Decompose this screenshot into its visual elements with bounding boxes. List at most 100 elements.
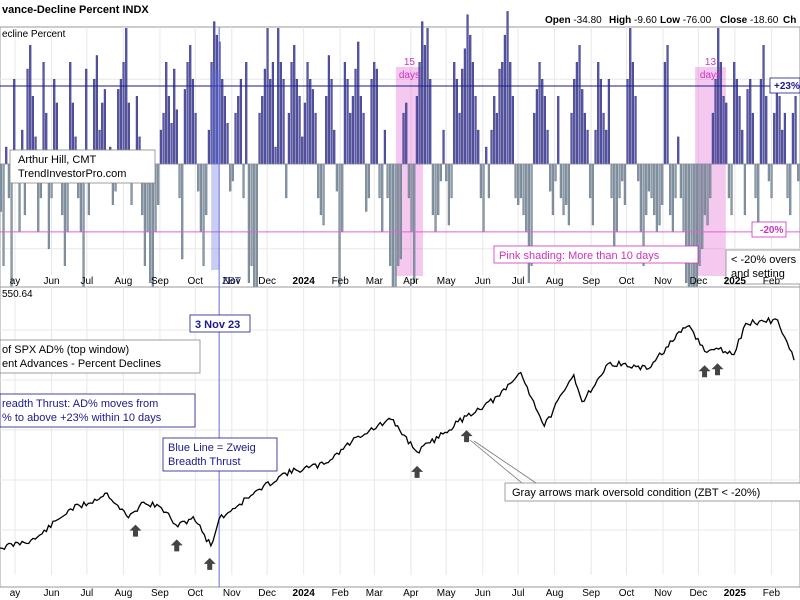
author-site: TrendInvestorPro.com (18, 168, 126, 180)
breadth-bar (389, 163, 392, 266)
breadth-bar (727, 163, 730, 199)
breadth-bar (386, 163, 389, 199)
price-x-tick: Jun (43, 588, 59, 599)
breadth-bar (370, 79, 373, 165)
price-x-tick: Aug (114, 588, 132, 599)
breadth-bar (383, 129, 386, 165)
breadth-bar (362, 112, 365, 165)
breadth-bar (426, 28, 429, 165)
breadth-bar (594, 129, 597, 165)
breadth-bar (759, 79, 762, 165)
breadth-bar (487, 163, 490, 199)
breadth-bar (717, 28, 720, 165)
breadth-bar (407, 163, 410, 199)
breadth-bar (445, 163, 448, 182)
breadth-bar (191, 79, 194, 165)
svg-text:ent Advances - Percent Decline: ent Advances - Percent Declines (2, 358, 161, 370)
shade-days-count-1: 15 (404, 57, 416, 68)
breadth-bar (735, 79, 738, 165)
breadth-bar (610, 163, 613, 199)
breadth-bar (490, 129, 493, 165)
oversold-arrow (460, 430, 473, 443)
breadth-bar (567, 163, 570, 226)
breadth-bar (495, 112, 498, 165)
breadth-bar (450, 163, 453, 199)
breadth-bar (730, 163, 733, 216)
price-x-tick: ay (10, 588, 21, 599)
breadth-x-tick: ay (10, 276, 21, 287)
breadth-bar (527, 163, 530, 283)
breadth-bar (277, 28, 280, 165)
breadth-bar (226, 123, 229, 165)
svg-text:and setting: and setting (731, 268, 785, 280)
price-x-tick: Jul (512, 588, 525, 599)
breadth-bar (95, 55, 98, 165)
breadth-x-tick: Oct (619, 276, 635, 287)
breadth-bar (314, 112, 317, 165)
breadth-bar (157, 163, 160, 205)
oversold-arrow (129, 524, 142, 537)
shade-days-count-2: 13 (705, 57, 717, 68)
breadth-bar (455, 79, 458, 165)
breadth-bar (639, 163, 642, 233)
breadth-x-tick: Feb (332, 276, 350, 287)
breadth-bar (674, 163, 677, 199)
breadth-bar (631, 62, 634, 165)
breadth-bar (349, 112, 352, 165)
breadth-bar (125, 28, 128, 165)
breadth-bar (653, 163, 656, 216)
breadth-bar (237, 95, 240, 165)
breadth-bar (797, 163, 800, 182)
breadth-bar (511, 95, 514, 165)
breadth-bar (791, 112, 794, 165)
ohlc-high: High -9.60 (609, 15, 657, 26)
svg-text:readth Thrust: AD% moves from: readth Thrust: AD% moves from (2, 398, 158, 410)
breadth-bar (738, 95, 741, 165)
price-x-tick: Sep (582, 588, 600, 599)
breadth-bar (754, 163, 757, 199)
breadth-bar (682, 163, 685, 233)
breadth-bar (781, 129, 784, 165)
breadth-bar (655, 163, 658, 233)
breadth-x-tick: Sep (151, 276, 169, 287)
breadth-bar (242, 163, 245, 199)
svg-text:Blue Line = Zweig: Blue Line = Zweig (168, 442, 256, 454)
breadth-bar (565, 163, 568, 205)
price-x-tick: Aug (546, 588, 564, 599)
breadth-bar (330, 79, 333, 165)
breadth-bar (186, 62, 189, 165)
price-x-tick: Oct (187, 588, 203, 599)
breadth-bar (623, 163, 626, 205)
breadth-bar (765, 95, 768, 165)
svg-text:Pink shading: More than 10 day: Pink shading: More than 10 days (499, 250, 660, 262)
breadth-bar (7, 163, 10, 199)
price-x-tick: 2025 (724, 588, 747, 599)
breadth-bar (554, 163, 557, 182)
svg-text:Breadth Thrust: Breadth Thrust (168, 456, 241, 468)
oversold-arrows (129, 363, 724, 570)
thrust-definition-box: readth Thrust: AD% moves from % to above… (0, 393, 196, 428)
breadth-bar (399, 163, 402, 260)
breadth-x-tick: Apr (403, 276, 419, 287)
breadth-bar (447, 163, 450, 226)
breadth-bar (189, 45, 192, 165)
breadth-bar (429, 79, 432, 165)
breadth-x-tick: Sep (582, 276, 600, 287)
breadth-bar (663, 62, 666, 165)
price-x-tick: May (437, 588, 456, 599)
svg-text:Gray arrows mark oversold cond: Gray arrows mark oversold condition (ZBT… (512, 487, 760, 499)
price-x-tick: Apr (403, 588, 419, 599)
breadth-bar (234, 112, 237, 165)
breadth-bar (466, 14, 469, 165)
breadth-bar (5, 146, 8, 165)
breadth-bar (306, 62, 309, 165)
breadth-bar (557, 95, 560, 165)
breadth-bar (586, 129, 589, 165)
breadth-bar (343, 62, 346, 165)
breadth-bar (378, 163, 381, 199)
breadth-bar (199, 163, 202, 233)
breadth-bar (618, 163, 621, 199)
breadth-bar (183, 89, 186, 165)
price-x-tick: Nov (654, 588, 672, 599)
